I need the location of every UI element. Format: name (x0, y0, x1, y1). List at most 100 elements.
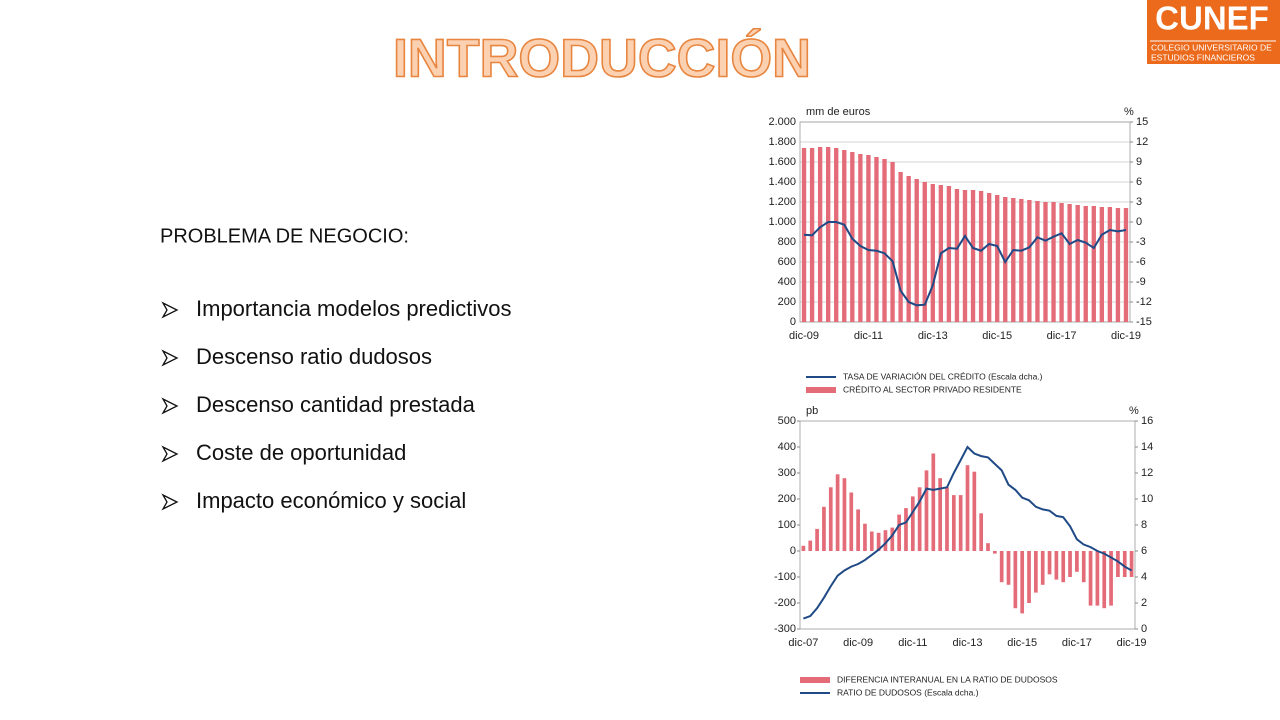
y2-tick-label: -6 (1136, 256, 1146, 268)
bar (834, 148, 839, 322)
bar (1013, 551, 1018, 609)
bullet-arrow (161, 493, 179, 511)
x-tick-label: dic-19 (1111, 330, 1141, 342)
chart: mm de euros % 0 200 400 600 800 1.000 1.200 1.400… (768, 106, 1151, 394)
bar (945, 487, 949, 551)
y-tick-label: 1.800 (768, 136, 796, 148)
logo-name: CUNEF (1155, 0, 1269, 37)
x-tick-label: dic-07 (788, 637, 818, 649)
x-tick-label: dic-17 (1062, 637, 1092, 649)
bar (1099, 207, 1105, 322)
y-tick-label: -200 (774, 597, 796, 609)
bar (1020, 551, 1025, 614)
bar (906, 176, 911, 322)
y-tick-label: 400 (778, 276, 796, 288)
y2-tick-label: 6 (1141, 545, 1147, 557)
bar (828, 487, 833, 551)
bullet-text: Descenso cantidad prestada (196, 392, 476, 417)
bar (1027, 200, 1032, 322)
bar (1075, 205, 1080, 322)
y-tick-label: 0 (790, 545, 796, 557)
y2-axis-unit: % (1129, 405, 1139, 417)
bar (890, 162, 895, 322)
y2-tick-label: 6 (1136, 176, 1142, 188)
bar (890, 527, 895, 551)
bar (924, 470, 929, 551)
bar (930, 184, 935, 322)
bar (979, 513, 984, 551)
bar (874, 157, 879, 322)
y2-tick-label: 4 (1141, 571, 1147, 583)
line (803, 445, 1133, 620)
y2-tick-label: -15 (1136, 316, 1152, 328)
bar (1091, 206, 1096, 322)
y-tick-label: 200 (778, 493, 796, 505)
bullet-arrow (161, 445, 179, 463)
y-tick-label: 1.600 (768, 156, 796, 168)
bar (849, 492, 854, 551)
bar (1109, 551, 1113, 606)
bar (1059, 203, 1064, 322)
bar (1088, 551, 1093, 606)
chart: pb % -300 -200 -100 0 100 200 300 400 500 0 2 4 6 8 10 12… (774, 405, 1153, 697)
y-tick-label: 100 (778, 519, 796, 531)
bar (898, 172, 903, 322)
y2-tick-label: 0 (1141, 623, 1147, 635)
y2-tick-label: 9 (1136, 156, 1142, 168)
bar (808, 540, 813, 551)
bullet-text: Importancia modelos predictivos (196, 296, 511, 321)
y-tick-label: 400 (778, 441, 796, 453)
bar (1040, 551, 1045, 585)
bar (995, 195, 1000, 322)
y2-tick-label: 0 (1136, 216, 1142, 228)
bar (822, 506, 826, 551)
x-tick-label: dic-13 (918, 330, 948, 342)
x-tick-label: dic-13 (953, 637, 983, 649)
charts: mm de euros %02004006008001.0001.2001.400… (768, 106, 1153, 697)
bar (1043, 202, 1048, 322)
y-tick-label: 800 (778, 236, 796, 248)
bar (917, 487, 922, 551)
bar (882, 159, 887, 322)
legend-label: RATIO DE DUDOSOS (Escala dcha.) (837, 687, 979, 697)
y2-tick-label: 10 (1141, 493, 1153, 505)
y-axis-unit: pb (806, 405, 818, 417)
y-tick-label: 2.000 (768, 116, 796, 128)
bar (1011, 198, 1016, 322)
y2-tick-label: -12 (1136, 296, 1152, 308)
bar (842, 150, 847, 322)
y2-tick-label: 3 (1136, 196, 1142, 208)
y2-tick-label: 12 (1136, 136, 1148, 148)
y-tick-label: 1.200 (768, 196, 796, 208)
bar (999, 551, 1004, 583)
bar (1122, 551, 1127, 577)
bar (1019, 199, 1024, 322)
y2-tick-label: 2 (1141, 597, 1147, 609)
legend-swatch (800, 677, 830, 683)
bar (1067, 204, 1072, 322)
bullet-text: Descenso ratio dudosos (196, 344, 432, 369)
bar (1034, 551, 1038, 593)
bar (1075, 551, 1079, 572)
bar (1047, 551, 1052, 575)
logo-subtitle: ESTUDIOS FINANCIEROS (1151, 52, 1255, 62)
legend-swatch (806, 387, 836, 393)
y-tick-label: 600 (778, 256, 796, 268)
bar (1102, 551, 1107, 609)
y2-axis-unit: % (1124, 106, 1134, 118)
bar (958, 495, 963, 551)
bar (863, 523, 867, 551)
bar (1006, 551, 1011, 585)
bar (869, 531, 874, 551)
bar (954, 189, 960, 322)
bar (946, 186, 952, 322)
bullet-text: Coste de oportunidad (196, 440, 406, 465)
bar (1081, 551, 1086, 583)
bar (1068, 551, 1072, 577)
bar (1003, 197, 1008, 322)
y-tick-label: 0 (790, 316, 796, 328)
bar (856, 509, 860, 551)
y-tick-label: -300 (774, 623, 796, 635)
bar (817, 147, 823, 322)
